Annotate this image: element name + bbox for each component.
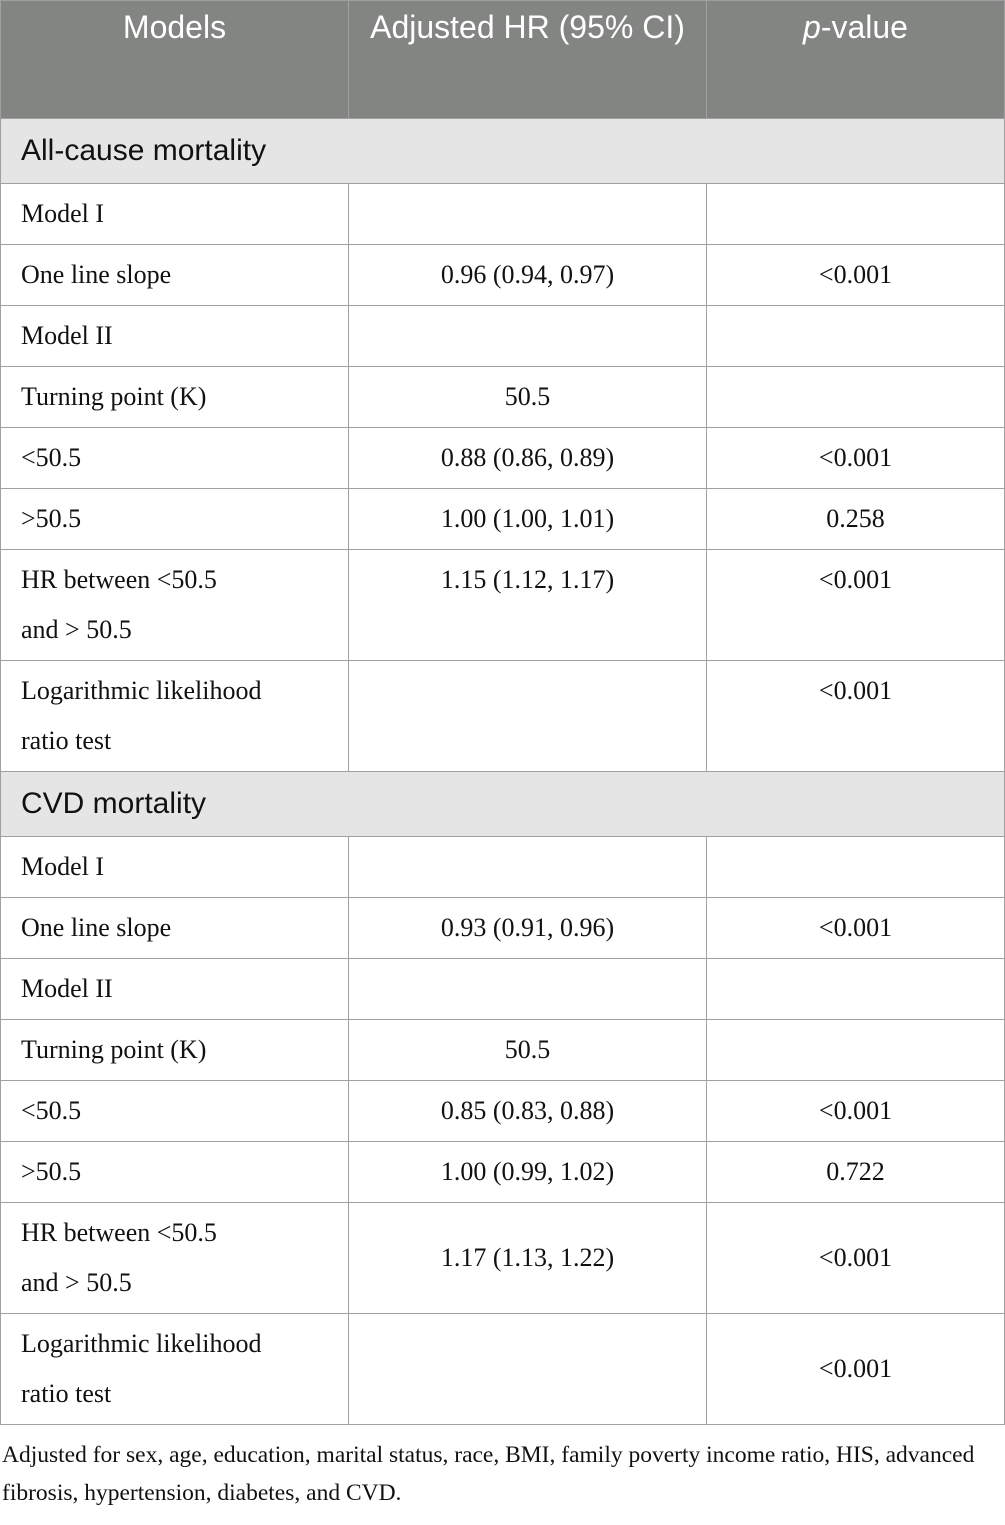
value-cell: 1.00 (0.99, 1.02) <box>348 1141 707 1203</box>
section-row: All-cause mortality <box>0 118 1005 184</box>
data-row: Logarithmic likelihood ratio test <0.001 <box>0 660 1005 772</box>
header-italic: p <box>803 9 821 45</box>
data-row: HR between <50.5 and > 50.5 1.17 (1.13, 1… <box>0 1202 1005 1314</box>
data-row: Model I <box>0 836 1005 898</box>
value-cell: 50.5 <box>348 1019 707 1081</box>
value-cell: <0.001 <box>706 244 1005 306</box>
value-cell <box>348 836 707 898</box>
data-row: >50.5 1.00 (0.99, 1.02) 0.722 <box>0 1141 1005 1203</box>
value-cell: <0.001 <box>706 1202 1005 1314</box>
value-cell: 1.00 (1.00, 1.01) <box>348 488 707 550</box>
row-label: Turning point (K) <box>0 1019 349 1081</box>
data-row: Model II <box>0 958 1005 1020</box>
row-label: Model II <box>0 305 349 367</box>
row-label: Logarithmic likelihood ratio test <box>0 660 349 772</box>
value-cell <box>348 305 707 367</box>
value-cell: <0.001 <box>706 897 1005 959</box>
data-row: Logarithmic likelihood ratio test <0.001 <box>0 1313 1005 1425</box>
header-row: Models Adjusted HR (95% CI) p-value <box>0 0 1005 119</box>
row-label: Model I <box>0 836 349 898</box>
data-row: One line slope 0.93 (0.91, 0.96) <0.001 <box>0 897 1005 959</box>
value-cell: 0.96 (0.94, 0.97) <box>348 244 707 306</box>
value-cell: 1.15 (1.12, 1.17) <box>348 549 707 661</box>
row-label: <50.5 <box>0 1080 349 1142</box>
data-row: Turning point (K) 50.5 <box>0 1019 1005 1081</box>
value-cell: 0.85 (0.83, 0.88) <box>348 1080 707 1142</box>
value-cell: <0.001 <box>706 549 1005 661</box>
footnote: Adjusted for sex, age, education, marita… <box>2 1442 975 1506</box>
value-cell: <0.001 <box>706 660 1005 772</box>
row-label: <50.5 <box>0 427 349 489</box>
value-cell <box>706 305 1005 367</box>
data-row: >50.5 1.00 (1.00, 1.01) 0.258 <box>0 488 1005 550</box>
value-cell <box>706 836 1005 898</box>
data-row: <50.5 0.88 (0.86, 0.89) <0.001 <box>0 427 1005 489</box>
value-cell: 1.17 (1.13, 1.22) <box>348 1202 707 1314</box>
row-label: HR between <50.5 and > 50.5 <box>0 549 349 661</box>
data-row: One line slope 0.96 (0.94, 0.97) <0.001 <box>0 244 1005 306</box>
row-label: >50.5 <box>0 488 349 550</box>
data-row: Model II <box>0 305 1005 367</box>
row-label: Model I <box>0 183 349 245</box>
value-cell: 50.5 <box>348 366 707 428</box>
header-text: -value <box>820 9 908 45</box>
row-label: Model II <box>0 958 349 1020</box>
section-title: CVD mortality <box>0 771 1005 837</box>
row-label: Logarithmic likelihood ratio test <box>0 1313 349 1425</box>
section-title: All-cause mortality <box>0 118 1005 184</box>
value-cell <box>348 1313 707 1425</box>
results-table: Models Adjusted HR (95% CI) p-value All-… <box>0 0 1005 1425</box>
value-cell: 0.93 (0.91, 0.96) <box>348 897 707 959</box>
value-cell <box>706 958 1005 1020</box>
header-cell: p-value <box>706 0 1005 119</box>
value-cell <box>348 660 707 772</box>
data-row: Model I <box>0 183 1005 245</box>
value-cell: 0.722 <box>706 1141 1005 1203</box>
value-cell: 0.88 (0.86, 0.89) <box>348 427 707 489</box>
section-body: CVD mortality Model I One line slope 0.93 (… <box>0 771 1005 1425</box>
row-label: HR between <50.5 and > 50.5 <box>0 1202 349 1314</box>
value-cell <box>706 183 1005 245</box>
value-cell <box>706 366 1005 428</box>
value-cell <box>348 958 707 1020</box>
data-row: HR between <50.5 and > 50.5 1.15 (1.12, 1… <box>0 549 1005 661</box>
header-cell: Adjusted HR (95% CI) <box>348 0 707 119</box>
value-cell: <0.001 <box>706 427 1005 489</box>
header-cell: Models <box>0 0 349 119</box>
data-row: <50.5 0.85 (0.83, 0.88) <0.001 <box>0 1080 1005 1142</box>
value-cell: <0.001 <box>706 1313 1005 1425</box>
value-cell: <0.001 <box>706 1080 1005 1142</box>
value-cell: 0.258 <box>706 488 1005 550</box>
row-label: One line slope <box>0 244 349 306</box>
row-label: One line slope <box>0 897 349 959</box>
value-cell <box>348 183 707 245</box>
section-row: CVD mortality <box>0 771 1005 837</box>
section-body: All-cause mortality Model I One line slope… <box>0 118 1005 772</box>
value-cell <box>706 1019 1005 1081</box>
data-row: Turning point (K) 50.5 <box>0 366 1005 428</box>
row-label: >50.5 <box>0 1141 349 1203</box>
row-label: Turning point (K) <box>0 366 349 428</box>
